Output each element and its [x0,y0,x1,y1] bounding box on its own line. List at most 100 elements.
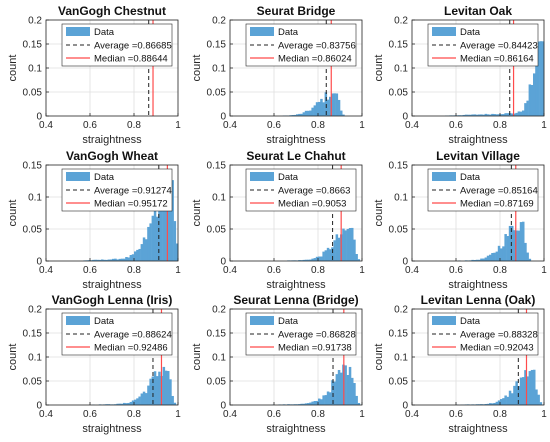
legend: Data Average =0.86685 Median =0.88644 [61,23,173,67]
histogram-bar [504,113,507,116]
histogram-bar [136,398,139,405]
histogram-bar [515,381,518,405]
legend: Data Average =0.85164 Median =0.87169 [427,168,539,212]
legend-label-data: Data [94,27,115,38]
y-tick-label: 0.1 [212,353,226,364]
histogram-bar [351,377,354,405]
histogram-bar [511,113,514,116]
histogram-bar [522,110,525,116]
y-tick-label: 0.05 [23,377,43,388]
legend-label-data: Data [278,27,299,38]
histogram-bar [506,113,510,116]
histogram-bar [158,183,161,261]
y-tick-label: 0.15 [207,40,227,51]
x-tick-label: 1 [359,120,365,131]
y-tick-label: 0.1 [212,193,226,204]
histogram-bar [169,177,172,261]
histogram-bar [462,114,466,116]
histogram-bar [504,395,507,405]
legend-label-median: Median =0.88644 [94,54,168,65]
y-tick-label: 0.1 [394,64,408,75]
histogram-bar [151,376,155,405]
legend-label-data: Data [460,316,481,327]
histogram-bar [467,114,470,116]
y-axis-label: count [191,55,203,82]
histogram-bar [473,114,477,116]
histogram-bar [298,404,301,405]
histogram-bar [147,385,150,405]
x-tick-label: 0.4 [223,265,237,276]
legend-swatch-data [250,172,274,181]
y-tick-label: 0.15 [389,161,409,172]
histogram-bar [107,259,111,261]
x-tick-label: 1 [541,265,547,276]
histogram-bar [533,73,536,116]
histogram-bar [320,256,323,261]
histogram-bar [167,176,170,261]
histogram-bar [140,244,144,261]
legend-label-median: Median =0.95172 [94,199,168,210]
histogram-bar [340,372,343,405]
histogram-bar [287,404,290,405]
legend-label-data: Data [278,316,299,327]
y-axis-label: count [7,344,19,371]
x-tick-label: 1 [541,120,547,131]
histogram-bar [311,258,314,261]
histogram-bar [486,255,490,261]
histogram-bar [160,181,163,261]
histogram-bar [537,394,540,405]
histogram-bar [331,247,334,261]
histogram-bar [480,258,483,261]
histogram-bar [123,402,126,405]
histogram-bar [511,225,514,261]
histogram-bar [353,383,356,405]
histogram-bar [167,371,170,405]
histogram-bar [322,102,325,116]
chart-panel-8: 0.4 0.6 0.8 1 0 0.05 0.1 0.15 0.2 Seurat Lenna (B… [191,293,365,435]
histogram-bar [502,398,505,405]
histogram-bar [346,228,350,261]
axes-box [411,164,545,262]
histogram-bar [506,396,510,405]
histogram-bar [164,370,168,405]
x-tick-label: 0.6 [449,265,463,276]
histogram-bar [105,404,108,405]
x-tick-label: 0.8 [493,409,507,420]
x-tick-label: 0.6 [267,120,281,131]
histogram-bar [524,370,527,405]
x-tick-label: 0.4 [223,409,237,420]
histogram-bar [298,260,301,261]
histogram-bar [475,114,479,116]
x-axis-label: straightness [82,134,142,146]
histogram-bar [357,259,361,261]
histogram-bar [320,399,323,405]
histogram-bar [293,114,297,116]
histogram-bar [315,256,319,261]
histogram-bar [495,251,499,261]
y-axis-label: count [191,200,203,227]
histogram-bar [497,114,501,116]
histogram-bar [171,180,174,261]
histogram-bar [109,259,113,261]
histogram-bar [136,249,139,261]
y-tick-label: 0 [220,112,226,123]
chart-panel-7: 0.4 0.6 0.8 1 0 0.05 0.1 0.15 0.2 VanGogh Lenna (… [7,293,181,435]
legend-label-data: Data [94,316,115,327]
histogram-bar [357,402,361,405]
legend-label-average: Average =0.88624 [94,330,172,341]
legend-label-average: Average =0.8663 [278,186,350,197]
histogram-bar [326,391,330,405]
x-tick-label: 0.4 [223,120,237,131]
histogram-bar [173,402,177,405]
histogram-bar [127,257,130,261]
histogram-bar [337,99,341,116]
histogram-bar [515,112,518,116]
histogram-bar [344,230,347,261]
x-tick-label: 0.6 [449,409,463,420]
chart-panel-6: 0.4 0.6 0.8 1 0 0.05 0.1 0.15 Levitan Village str… [373,149,547,291]
histogram-bar [517,230,521,261]
histogram-bar [171,395,174,405]
histogram-bar [313,105,317,116]
y-tick-label: 0.2 [394,305,408,316]
histogram-bar [129,401,133,405]
